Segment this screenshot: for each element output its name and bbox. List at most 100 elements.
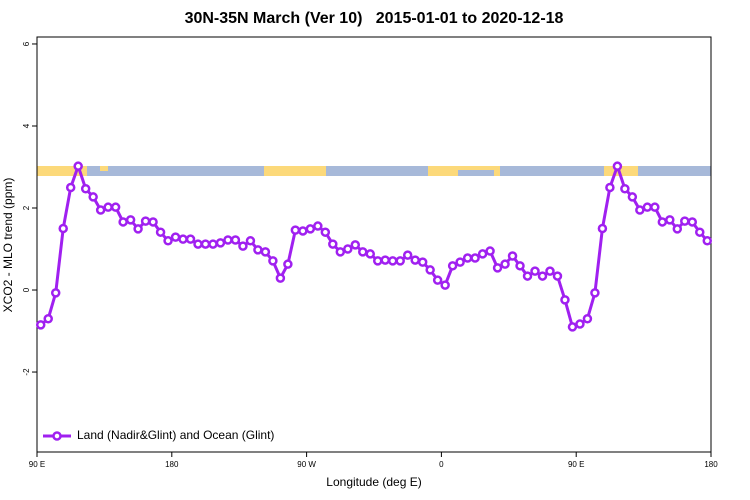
data-point [275,273,286,283]
data-point [695,227,705,237]
data-point [170,232,181,242]
data-point [590,288,600,298]
data-point [672,224,683,234]
data-point [110,202,121,212]
data-point [208,239,218,249]
data-point [148,217,158,227]
data-point [642,202,653,212]
data-point [320,227,331,237]
data-point [530,266,540,276]
data-point [537,271,548,281]
data-point [560,295,570,305]
data-point [612,161,623,171]
y-tick-label: 6 [22,41,31,46]
land-ocean-band [37,166,711,176]
data-point [253,245,263,255]
data-point [133,224,143,234]
data-point [492,263,503,273]
data-point [328,239,338,249]
data-point [298,226,308,236]
data-point [605,182,615,193]
plot-frame [36,36,712,453]
data-point [515,261,525,271]
data-point [58,223,68,234]
data-point [372,256,383,266]
legend-label: Land (Nadir&Glint) and Ocean (Glint) [77,428,274,442]
data-point [447,261,458,271]
data-point [417,257,428,267]
data-point [140,216,151,226]
data-point [620,183,630,194]
data-point [567,322,578,332]
data-point [95,205,106,215]
y-tick-label: 4 [22,123,31,128]
data-point [455,257,465,267]
data-point [358,247,368,257]
data-point [395,256,405,266]
data-point [245,236,256,246]
data-point [545,266,555,276]
data-point [365,249,376,259]
data-point [313,221,323,231]
data-point [702,236,713,246]
x-tick-label: 180 [165,460,179,469]
data-point [380,255,390,265]
data-point [230,235,241,245]
x-tick-label: 180 [704,460,718,469]
data-point [477,249,488,259]
data-point [582,313,593,324]
data-point [350,240,361,250]
data-point [680,216,690,226]
data-point [485,246,495,256]
data-point [65,182,76,193]
data-point [125,215,136,225]
chart-title: 30N-35N March (Ver 10) 2015-01-01 to 202… [185,10,564,27]
data-point [35,320,46,330]
y-tick-label: -2 [22,368,31,376]
data-point [200,239,211,249]
data-point [552,271,563,281]
data-point [410,255,420,265]
data-point [402,250,413,260]
y-tick-label: 2 [22,205,31,210]
data-point [335,247,346,257]
data-point [425,265,435,275]
data-point [687,217,698,227]
x-tick-label: 0 [439,460,444,469]
legend-marker [52,431,62,441]
data-point [185,234,196,244]
data-point [500,259,510,269]
data-point [88,192,98,202]
data-point [80,183,91,194]
data-point [268,256,278,266]
data-point [215,238,226,248]
y-tick-label: 0 [22,287,31,292]
data-point [657,217,668,227]
data-point [627,192,638,202]
data-point [650,202,660,212]
data-point [43,313,53,324]
data-point [635,205,645,215]
data-point [223,235,233,245]
data-point [178,234,188,244]
data-point [597,223,608,234]
x-tick-label: 90 W [297,460,316,469]
data-point [163,236,173,246]
data-point [50,288,61,298]
data-point [387,256,398,266]
data-point [283,259,293,269]
data-point [522,271,533,281]
data-point [260,247,271,257]
data-point [665,215,675,225]
data-point [103,202,113,212]
data-point [507,251,518,261]
data-point [290,225,301,235]
data-point [73,161,83,171]
data-point [343,244,353,254]
data-point [118,217,128,227]
data-point [238,241,248,251]
data-point [155,227,166,237]
data-point [193,239,203,249]
data-point [575,319,585,329]
